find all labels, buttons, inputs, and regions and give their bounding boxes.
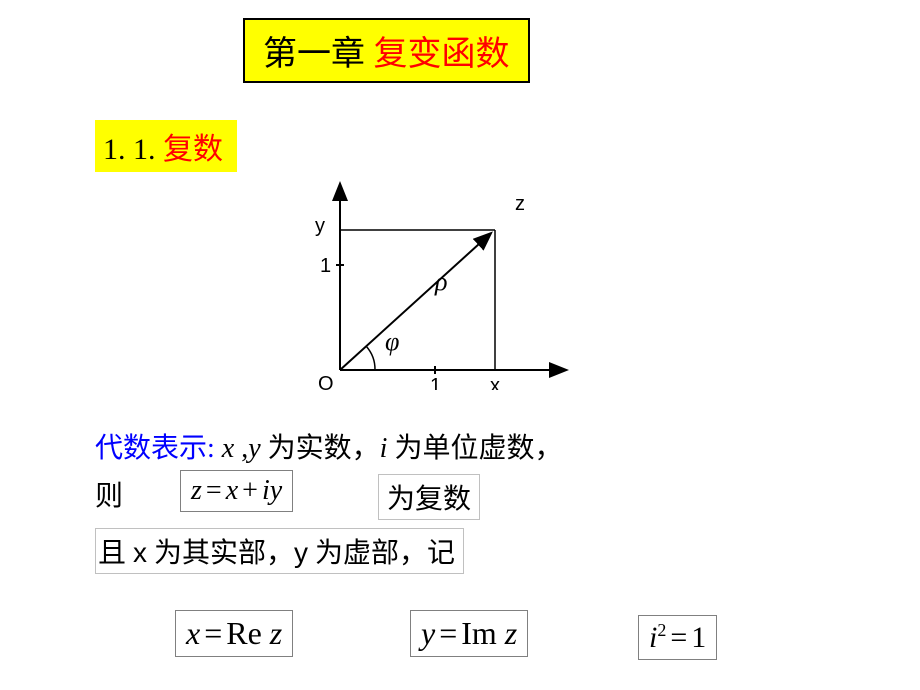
rho-label: ρ [434, 267, 447, 296]
chapter-title-main: 复变函数 [374, 36, 510, 73]
x-tick-label: 1 [430, 375, 441, 390]
section-title: 复数 [163, 133, 223, 166]
phi-arc [366, 346, 375, 370]
section-box: 1. 1. 复数 [95, 120, 237, 172]
var-y: y [248, 433, 260, 464]
phi-label: φ [385, 327, 399, 356]
y-axis-label: y [315, 215, 325, 237]
origin-label: O [318, 373, 334, 390]
formula-i-squared: i2=1 [638, 615, 717, 660]
rho-vector [340, 234, 490, 370]
formula-im-z: y=Im z [410, 610, 528, 657]
var-x: x [222, 433, 234, 464]
complex-plane-diagram: y 1 O 1 x z ρ φ [290, 170, 580, 390]
algebraic-representation-line: 代数表示: x ,y 为实数，i 为单位虚数， [95, 426, 562, 466]
y-tick-label: 1 [320, 255, 331, 277]
formula-re-z: x=Re z [175, 610, 293, 657]
chapter-title-box: 第一章 复变函数 [243, 18, 530, 83]
formula-z-equals: z=x+iy [180, 470, 293, 512]
var-y-2: y [294, 537, 308, 568]
then-label: 则 [95, 474, 123, 514]
section-number: 1. 1. [103, 133, 163, 166]
point-z-label: z [515, 193, 525, 215]
x-axis-label: x [490, 375, 500, 390]
is-complex-label: 为复数 [378, 474, 480, 520]
var-x-2: x [133, 537, 147, 568]
real-imag-line: 且 x 为其实部，y 为虚部，记 [95, 528, 464, 574]
chapter-title-prefix: 第一章 [263, 36, 374, 73]
algebraic-label: 代数表示: [95, 433, 215, 464]
